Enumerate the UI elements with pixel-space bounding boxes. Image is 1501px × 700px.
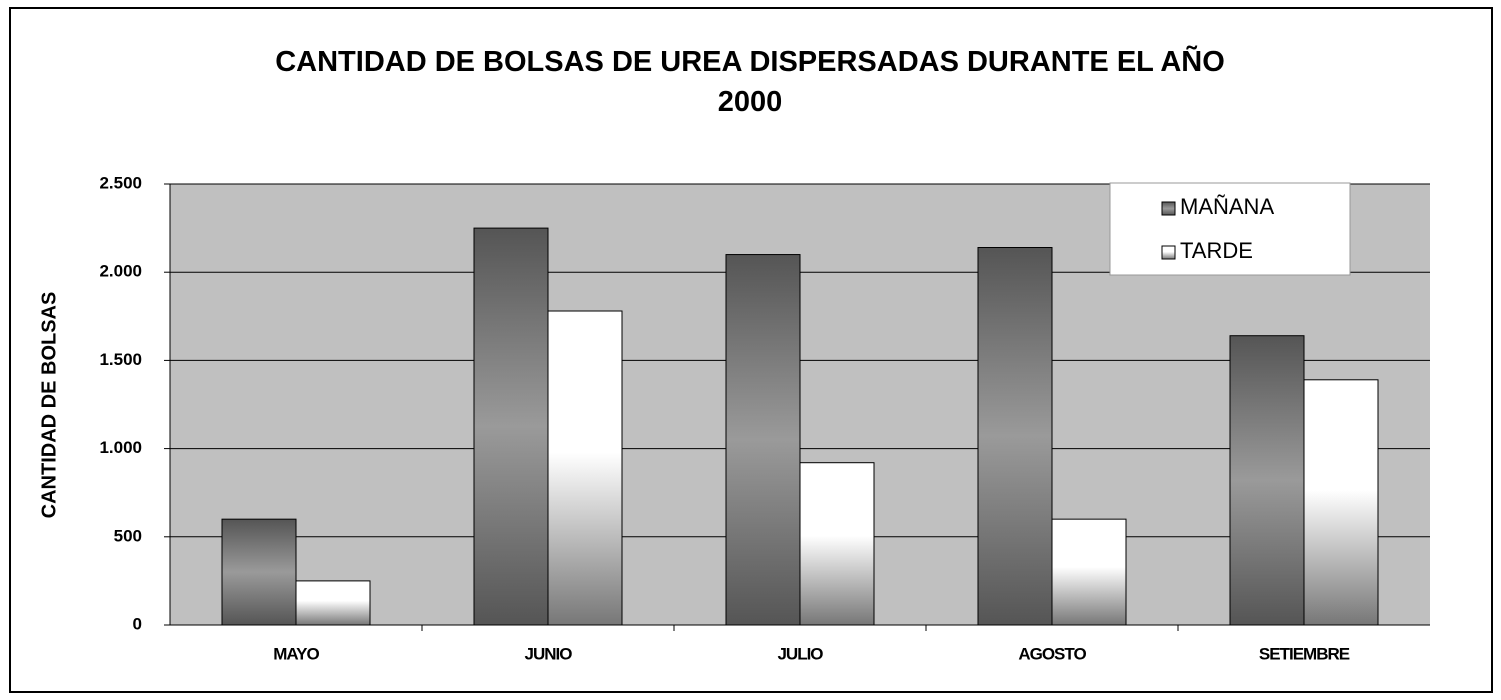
chart-title: CANTIDAD DE BOLSAS DE UREA DISPERSADAS D… — [275, 46, 1225, 118]
bar — [725, 254, 801, 626]
bar — [1051, 518, 1127, 626]
bar — [221, 518, 297, 626]
bar — [1303, 379, 1379, 626]
y-tick-label: 2.000 — [99, 262, 142, 281]
y-axis-label: CANTIDAD DE BOLSAS — [38, 292, 60, 519]
legend-swatch — [1161, 245, 1176, 260]
x-tick-label: MAYO — [273, 644, 319, 663]
y-tick-label: 500 — [114, 526, 142, 545]
y-tick-label: 0 — [133, 614, 142, 633]
y-tick-label: 1.000 — [99, 438, 142, 457]
x-tick-label: SETIEMBRE — [1259, 644, 1350, 663]
x-tick-label: JULIO — [777, 644, 823, 663]
x-tick-label: JUNIO — [525, 644, 573, 663]
legend-swatch — [1161, 201, 1176, 216]
x-tick-label: AGOSTO — [1018, 644, 1086, 663]
bar — [977, 247, 1053, 626]
legend-label: TARDE — [1180, 238, 1253, 263]
bar — [295, 580, 371, 626]
legend-box — [1109, 182, 1351, 276]
legend-label: MAÑANA — [1180, 194, 1274, 219]
bar — [473, 227, 549, 626]
y-tick-label: 2.500 — [99, 173, 142, 192]
bar — [799, 462, 875, 626]
y-tick-label: 1.500 — [99, 350, 142, 369]
bar — [1229, 335, 1305, 626]
bar — [547, 310, 623, 626]
